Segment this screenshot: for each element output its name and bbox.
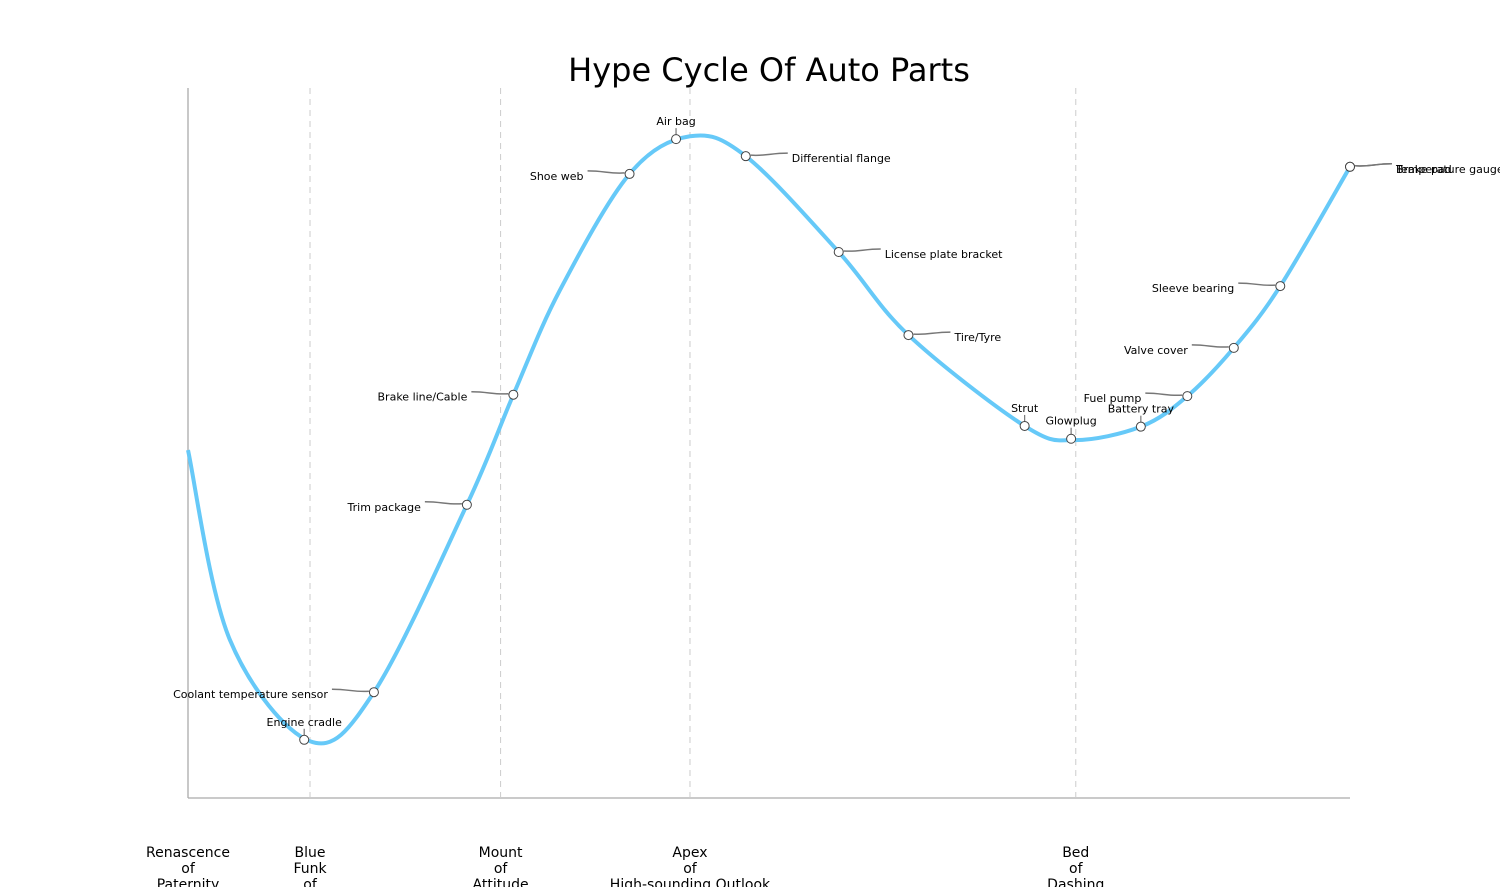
phase-label: Mount — [479, 845, 523, 861]
item-marker — [624, 168, 635, 179]
chart-title: Hype Cycle Of Auto Parts — [568, 51, 970, 89]
item-marker — [299, 734, 310, 745]
item-marker — [508, 389, 519, 400]
item-marker — [368, 687, 379, 698]
phase-label: Dashing — [1047, 877, 1104, 887]
item-label: Air bag — [656, 115, 695, 128]
item-label: Tire/Tyre — [953, 331, 1001, 344]
phase-label: Funk — [293, 861, 327, 877]
item-label: Shoe web — [530, 170, 584, 183]
item-marker — [1275, 281, 1286, 292]
phase-label: of — [1069, 861, 1084, 877]
phase-label: of — [303, 877, 318, 887]
phase-label: Renascence — [146, 845, 230, 861]
phase-label: Blue — [295, 845, 326, 861]
item-label: Battery tray — [1108, 403, 1175, 416]
leader-line — [1191, 344, 1229, 348]
item-label: Coolant temperature sensor — [173, 688, 328, 701]
hype-curve — [186, 133, 1352, 746]
item-marker — [1135, 421, 1146, 432]
item-marker — [1228, 342, 1239, 353]
leader-line — [424, 501, 462, 505]
item-marker — [833, 247, 844, 258]
phase-label: of — [494, 861, 509, 877]
item-label: License plate bracket — [885, 248, 1003, 261]
item-marker — [671, 134, 682, 145]
item-label: Sleeve bearing — [1152, 282, 1234, 295]
phase-label: of — [181, 861, 196, 877]
item-label: Brake line/Cable — [378, 391, 468, 404]
item-label: Engine cradle — [267, 716, 343, 729]
item-marker — [461, 499, 472, 510]
item-label: Valve cover — [1124, 344, 1188, 357]
leader-line — [471, 390, 509, 395]
item-marker — [1066, 433, 1077, 444]
item-marker — [1182, 391, 1193, 402]
item-label: Fuel pump — [1084, 392, 1142, 405]
phase-label: High-sounding Outlook — [610, 877, 771, 887]
item-label: Trim package — [347, 501, 422, 514]
phase-label: of — [683, 861, 698, 877]
leader-line — [1238, 282, 1276, 287]
item-marker — [1019, 420, 1030, 431]
item-label: Brake pad — [1396, 163, 1452, 176]
item-marker — [740, 151, 751, 162]
leader-line — [843, 248, 881, 252]
item-label: Differential flange — [792, 152, 891, 165]
phase-label: Apex — [672, 845, 707, 861]
item-marker — [1345, 161, 1355, 172]
item-label: Strut — [1011, 402, 1039, 415]
item-marker — [903, 330, 914, 341]
leader-line — [587, 170, 625, 174]
leader-line — [331, 688, 369, 693]
phase-label: Attitude — [473, 877, 529, 887]
leader-line — [750, 152, 788, 157]
item-label: Temperature gauge — [1395, 163, 1500, 176]
phase-label: Paternity — [157, 877, 220, 887]
leader-line — [1145, 392, 1183, 397]
leader-line — [1354, 163, 1393, 167]
phase-label: Bed — [1062, 845, 1089, 861]
leader-line — [913, 331, 951, 336]
item-label: Glowplug — [1045, 415, 1096, 428]
